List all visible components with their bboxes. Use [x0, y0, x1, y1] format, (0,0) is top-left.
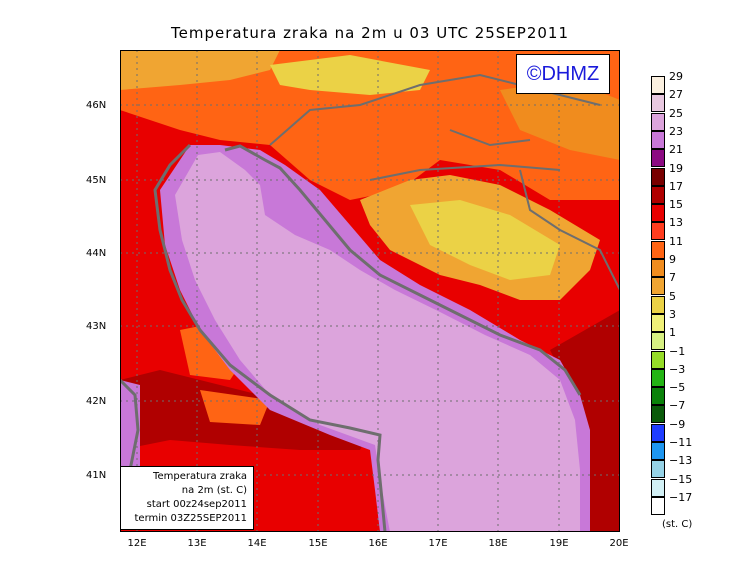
legend-label: 1	[669, 326, 676, 340]
legend-label: 29	[669, 70, 683, 83]
legend-swatch	[651, 185, 665, 204]
lat-label: 41N	[86, 470, 107, 481]
legend-label: 21	[669, 143, 683, 157]
legend-label: 25	[669, 106, 683, 120]
grid-lines	[120, 50, 620, 532]
legend-swatch	[651, 368, 665, 387]
legend-label: −17	[669, 490, 693, 504]
legend-label: 13	[669, 216, 683, 230]
lon-label: 13E	[187, 538, 207, 549]
temperature-map	[120, 50, 620, 532]
legend-label: 11	[669, 234, 683, 248]
legend-label: 27	[669, 88, 683, 102]
legend-label: −1	[669, 344, 686, 358]
legend-swatch	[651, 222, 665, 241]
info-line: Temperatura zraka	[153, 471, 247, 482]
lon-label: 14E	[247, 538, 267, 549]
legend-swatch	[651, 76, 665, 94]
legend-label: −7	[669, 399, 686, 413]
lon-label: 12E	[127, 538, 147, 549]
info-line: na 2m (st. C)	[181, 485, 247, 496]
legend-swatch	[651, 204, 665, 223]
lat-label: 44N	[86, 248, 107, 259]
interior-yellow-core	[410, 200, 560, 280]
alpine-yellow-area	[270, 55, 430, 95]
map-title: Temperatura zraka na 2m u 03 UTC 25SEP20…	[170, 24, 570, 42]
map-frame	[120, 50, 620, 532]
legend-swatch	[651, 149, 665, 168]
legend-swatch	[651, 259, 665, 277]
north-orange-area	[120, 50, 620, 200]
legend-label: −15	[669, 472, 693, 486]
legend-label: 5	[669, 289, 676, 303]
coastline-west	[153, 143, 387, 532]
info-line: start 00z24sep2011	[146, 499, 247, 510]
legend-label: −13	[669, 454, 693, 468]
legend-label: −11	[669, 436, 693, 449]
legend-label: 19	[669, 161, 683, 175]
legend-swatch	[651, 130, 665, 149]
lon-label: 19E	[549, 538, 569, 549]
info-line: termin 03Z25SEP2011	[134, 513, 248, 524]
lon-label: 20E	[609, 538, 629, 549]
legend-swatch	[651, 94, 665, 113]
lon-label: 18E	[488, 538, 508, 549]
ne-orange-area	[500, 80, 620, 160]
legend-swatch	[651, 405, 665, 424]
legend-label: −3	[669, 362, 686, 376]
legend-label: 15	[669, 198, 683, 212]
legend-label: 17	[669, 179, 683, 193]
legend-swatch	[651, 442, 665, 460]
legend-swatch	[651, 240, 665, 259]
info-box: Temperatura zraka na 2m (st. C) start 00…	[120, 466, 254, 530]
lat-label: 45N	[86, 175, 107, 186]
legend-swatch	[651, 460, 665, 479]
border-lines	[269, 73, 620, 291]
legend-swatch	[651, 387, 665, 406]
legend-swatch	[651, 295, 665, 314]
lon-label: 15E	[308, 538, 328, 549]
lon-label: 17E	[428, 538, 448, 549]
legend-label: 3	[669, 307, 676, 321]
legend-label: 7	[669, 271, 676, 285]
legend-unit: (st. C)	[662, 519, 693, 530]
dhmz-logo: ©DHMZ	[516, 54, 610, 94]
lat-label: 43N	[86, 321, 107, 332]
legend-swatch	[651, 313, 665, 332]
legend-swatch	[651, 277, 665, 296]
legend-swatch	[651, 496, 665, 515]
lat-label: 42N	[86, 396, 107, 407]
legend-label: 9	[669, 253, 676, 266]
legend-swatch	[651, 423, 665, 442]
north-light-area	[120, 50, 280, 90]
italy-orange-patch-2	[200, 390, 270, 425]
legend-label: −5	[669, 381, 686, 395]
legend-swatch	[651, 112, 665, 131]
lat-label: 46N	[86, 100, 107, 111]
adriatic-sea	[175, 152, 580, 532]
legend-swatch	[651, 350, 665, 369]
coastline-east	[224, 144, 582, 396]
lon-label: 16E	[368, 538, 388, 549]
legend-swatch	[651, 332, 665, 351]
legend-label: 23	[669, 124, 683, 138]
legend-swatch	[651, 167, 665, 186]
legend-swatch	[651, 478, 665, 497]
legend-label: −9	[669, 417, 686, 431]
